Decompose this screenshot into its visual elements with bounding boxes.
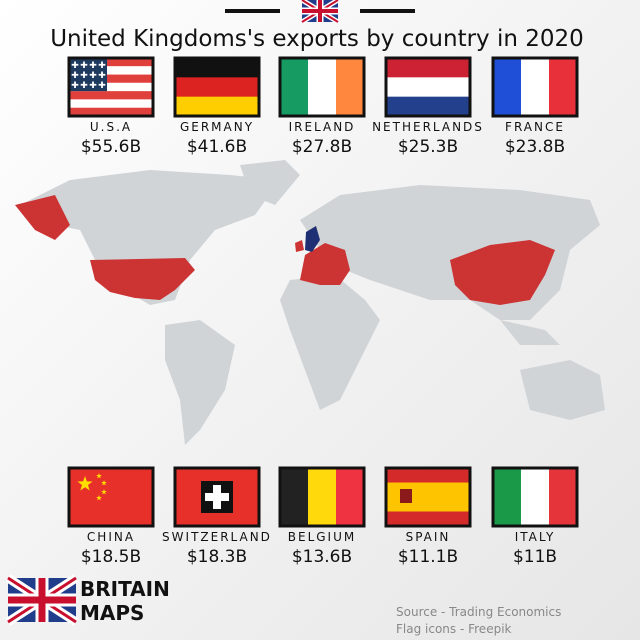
flag: [491, 56, 579, 118]
country-value: $25.3B: [398, 137, 458, 157]
svg-text:✚: ✚: [80, 61, 88, 71]
country-value: $41.6B: [187, 137, 247, 157]
country-name: SWITZERLAND: [162, 530, 272, 544]
svg-text:✚: ✚: [98, 61, 106, 71]
country-name: FRANCE: [505, 120, 565, 134]
country-value: $11.1B: [398, 547, 458, 567]
country-value: $11B: [513, 547, 557, 567]
uk-shape: [305, 226, 320, 252]
country-name: U.S.A: [90, 120, 132, 134]
country-name: IRELAND: [289, 120, 356, 134]
country-name: SPAIN: [406, 530, 451, 544]
svg-text:✚: ✚: [89, 71, 97, 81]
country-name: CHINA: [87, 530, 135, 544]
world-map: [20, 160, 605, 445]
svg-text:✚: ✚: [71, 71, 79, 81]
country-value: $55.6B: [81, 137, 141, 157]
flag: [67, 466, 155, 528]
flag: [384, 466, 472, 528]
country-value: $23.8B: [505, 137, 565, 157]
country-value: $18.5B: [81, 547, 141, 567]
svg-text:✚: ✚: [89, 81, 97, 91]
title: United Kingdoms's exports by country in …: [50, 26, 584, 52]
source-line: Flag icons - Freepik: [396, 622, 512, 636]
flag: [278, 466, 366, 528]
highlighted-countries: [15, 195, 555, 305]
svg-text:✚: ✚: [98, 71, 106, 81]
flag: [173, 466, 261, 528]
flag: [384, 56, 472, 118]
svg-text:✚: ✚: [89, 61, 97, 71]
flag: [173, 56, 261, 118]
country-value: $18.3B: [187, 547, 247, 567]
country-value: $13.6B: [292, 547, 352, 567]
svg-text:✚: ✚: [71, 61, 79, 71]
flag: [278, 56, 366, 118]
flag: [491, 466, 579, 528]
flag: ✚ ✚ ✚ ✚✚ ✚ ✚ ✚✚ ✚ ✚ ✚: [67, 56, 155, 118]
svg-text:✚: ✚: [80, 71, 88, 81]
svg-text:✚: ✚: [71, 81, 79, 91]
country-name: NETHERLANDS: [372, 120, 484, 134]
country-name: ITALY: [515, 530, 556, 544]
country-value: $27.8B: [292, 137, 352, 157]
logo: BRITAIN MAPS: [5, 574, 170, 626]
logo-line2: MAPS: [80, 601, 144, 625]
svg-text:✚: ✚: [98, 81, 106, 91]
svg-text:✚: ✚: [80, 81, 88, 91]
country-name: GERMANY: [180, 120, 254, 134]
top-decoration: [225, 0, 415, 25]
logo-line1: BRITAIN: [80, 577, 170, 601]
source-line: Source - Trading Economics: [396, 605, 561, 619]
country-name: BELGIUM: [288, 530, 356, 544]
